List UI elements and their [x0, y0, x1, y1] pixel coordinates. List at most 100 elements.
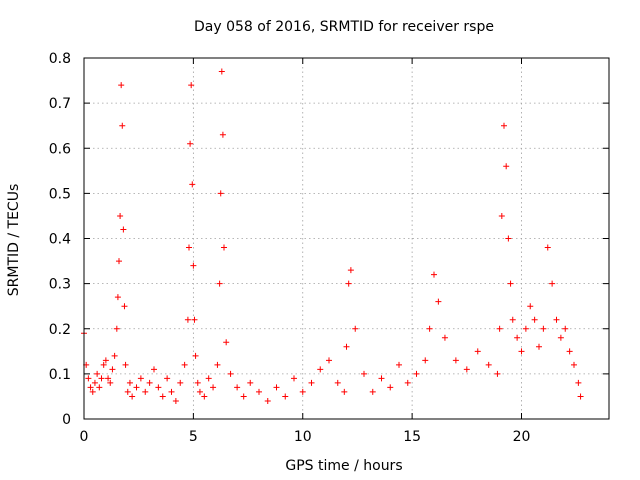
data-point	[205, 375, 212, 382]
data-point	[172, 397, 179, 404]
data-point	[94, 370, 101, 377]
data-point	[352, 325, 359, 332]
data-point	[463, 366, 470, 373]
data-point	[98, 375, 105, 382]
data-point	[566, 348, 573, 355]
data-point	[361, 370, 367, 377]
data-point	[142, 388, 149, 395]
data-point	[186, 244, 192, 251]
data-point	[214, 361, 221, 368]
data-point	[341, 388, 348, 395]
data-point	[540, 325, 547, 332]
data-point	[345, 280, 352, 287]
data-point	[369, 388, 376, 395]
data-point	[210, 384, 217, 391]
data-point	[498, 212, 505, 219]
data-point	[514, 334, 521, 341]
data-point	[575, 379, 582, 386]
data-point	[164, 375, 171, 382]
data-point	[118, 82, 125, 89]
data-point	[501, 122, 507, 129]
data-point	[109, 366, 116, 373]
data-point	[89, 388, 96, 395]
data-points	[81, 68, 584, 404]
data-point	[496, 325, 503, 332]
data-point	[168, 388, 175, 395]
data-point	[155, 384, 162, 391]
data-point	[503, 163, 510, 170]
data-point	[299, 388, 306, 395]
data-point	[522, 325, 529, 332]
data-point	[189, 181, 196, 188]
y-tick-label: 0.2	[49, 322, 71, 338]
data-point	[557, 334, 564, 341]
data-point	[146, 379, 153, 386]
data-point	[234, 384, 241, 391]
data-point	[96, 384, 103, 391]
y-tick-label: 0.3	[49, 277, 71, 293]
data-point	[181, 361, 188, 368]
y-tick-label: 0.1	[49, 367, 71, 383]
data-point	[413, 370, 420, 377]
y-axis-label: SRMTID / TECUs	[6, 184, 22, 297]
data-point	[240, 393, 247, 400]
data-point	[133, 384, 140, 391]
x-tick-label: 5	[189, 429, 198, 445]
data-point	[129, 393, 136, 400]
data-point	[509, 316, 516, 323]
y-tick-label: 0.6	[49, 141, 71, 157]
data-point	[121, 303, 128, 310]
data-point	[218, 68, 225, 75]
data-point	[117, 212, 124, 219]
data-point	[187, 140, 194, 147]
x-tick-label: 20	[513, 429, 531, 445]
data-point	[122, 361, 129, 368]
data-point	[124, 388, 131, 395]
data-point	[527, 303, 534, 310]
y-tick-label: 0.8	[49, 51, 71, 67]
data-point	[378, 375, 385, 382]
data-point	[317, 366, 324, 373]
data-point	[196, 388, 203, 395]
x-tick-label: 15	[403, 429, 421, 445]
data-point	[396, 361, 402, 368]
data-point	[531, 316, 538, 323]
data-point	[159, 393, 166, 400]
data-point	[264, 397, 271, 404]
data-point	[119, 122, 126, 129]
axis-ticks	[83, 57, 609, 420]
data-point	[113, 325, 120, 332]
data-point	[347, 267, 354, 274]
x-tick-labels: 0 5 10 15 20	[80, 429, 531, 445]
data-point	[549, 280, 556, 287]
data-point	[191, 316, 198, 323]
data-point	[431, 271, 437, 278]
data-point	[452, 357, 459, 364]
y-tick-label: 0.7	[49, 96, 71, 112]
data-point	[111, 352, 118, 359]
data-point	[435, 298, 442, 305]
data-point	[518, 348, 525, 355]
data-point	[85, 375, 92, 382]
data-point	[107, 379, 114, 386]
x-tick-label: 0	[80, 429, 89, 445]
data-point	[194, 379, 201, 386]
grid-lines	[84, 58, 609, 419]
x-axis-label: GPS time / hours	[285, 458, 402, 474]
data-point	[137, 375, 144, 382]
x-tick-label: 10	[294, 429, 312, 445]
data-point	[308, 379, 315, 386]
data-point	[105, 375, 112, 382]
data-point	[192, 352, 199, 359]
data-point	[553, 316, 560, 323]
data-point	[505, 235, 512, 242]
data-point	[126, 379, 133, 386]
data-point	[177, 379, 184, 386]
data-point	[571, 361, 577, 368]
data-point	[326, 357, 332, 364]
data-point	[151, 366, 157, 373]
data-point	[188, 82, 195, 89]
data-point	[422, 357, 429, 364]
data-point	[273, 384, 280, 391]
data-point	[343, 343, 350, 350]
